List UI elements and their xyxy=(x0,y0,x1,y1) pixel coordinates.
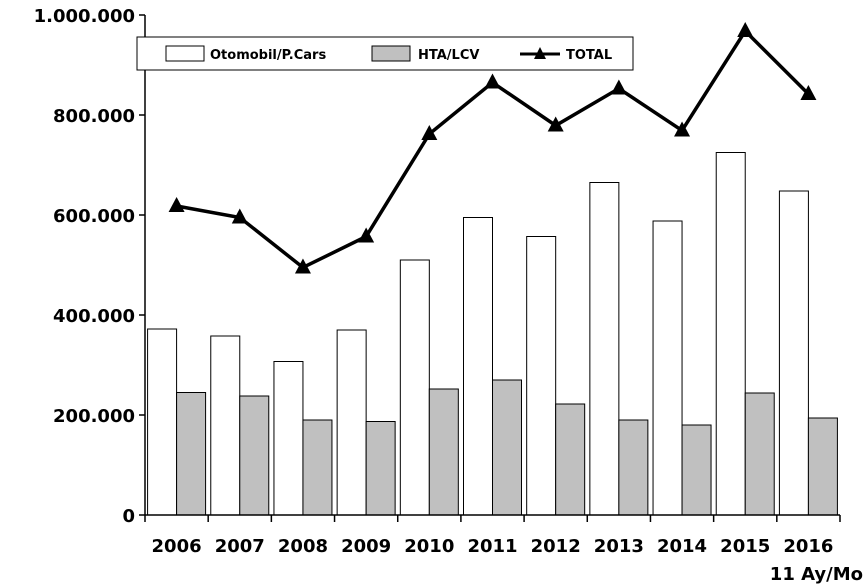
legend-label-cars: Otomobil/P.Cars xyxy=(210,48,326,63)
total-marker-2009 xyxy=(358,227,375,243)
legend-swatch-lcv xyxy=(371,45,411,62)
y-tick-label: 1.000.000 xyxy=(34,6,135,27)
total-line-group xyxy=(168,22,817,274)
bar-lcv-2010 xyxy=(428,388,459,516)
bar-cars-2009 xyxy=(336,329,367,516)
total-marker-2012 xyxy=(547,116,564,132)
legend-label-lcv: HTA/LCV xyxy=(418,48,479,63)
bar-lcv-2006 xyxy=(176,392,207,516)
bar-lcv-2016 xyxy=(807,417,838,516)
bar-lcv-2013 xyxy=(618,419,649,516)
total-marker-2007 xyxy=(231,208,248,224)
x-tick-label: 2007 xyxy=(215,536,265,557)
y-tick-label: 400.000 xyxy=(53,306,135,327)
total-marker-2014 xyxy=(674,121,691,137)
bar-cars-2010 xyxy=(399,259,430,516)
x-tick-label: 2011 xyxy=(467,536,517,557)
bar-lcv-2007 xyxy=(239,395,270,516)
total-marker-2016 xyxy=(800,85,817,100)
bar-cars-2006 xyxy=(147,328,178,516)
x-tick-label: 2009 xyxy=(341,536,391,557)
bar-cars-2013 xyxy=(589,182,620,516)
bar-cars-2012 xyxy=(526,236,557,516)
bar-lcv-2008 xyxy=(302,419,333,516)
y-tick-label: 0 xyxy=(122,506,135,527)
bar-lcv-2015 xyxy=(744,392,775,516)
bar-cars-2016 xyxy=(778,190,809,516)
bar-lcv-2014 xyxy=(681,424,712,516)
bar-cars-2015 xyxy=(715,152,746,516)
x-tick-label: 2008 xyxy=(278,536,328,557)
y-tick-label: 800.000 xyxy=(53,106,135,127)
legend-swatch-cars xyxy=(165,45,205,62)
bar-cars-2008 xyxy=(273,361,304,516)
bar-lcv-2011 xyxy=(492,379,522,516)
bar-cars-2011 xyxy=(463,217,493,516)
legend-label-total: TOTAL xyxy=(566,48,612,63)
x-tick-label: 2015 xyxy=(720,536,770,557)
total-marker-2006 xyxy=(168,197,185,212)
bar-lcv-2012 xyxy=(555,403,586,516)
bar-cars-2007 xyxy=(210,335,241,516)
total-marker-2008 xyxy=(294,258,311,274)
legend: Otomobil/P.Cars HTA/LCV TOTAL xyxy=(136,36,634,71)
y-tick-label: 600.000 xyxy=(53,206,135,227)
axes-group: 0 200.000 400.000 600.000 800.000 1.000.000 20… xyxy=(34,6,841,557)
x-tick-label: 2016 xyxy=(783,536,833,557)
total-marker-2011 xyxy=(484,73,501,89)
bar-lcv-2009 xyxy=(365,421,396,516)
total-marker-2015 xyxy=(737,22,754,37)
bar-cars-2014 xyxy=(652,220,683,516)
x-tick-label: 2013 xyxy=(594,536,644,557)
x-tick-label: 2014 xyxy=(657,536,707,557)
legend-swatch-total-marker xyxy=(534,47,546,59)
x-tick-label: 2006 xyxy=(152,536,202,557)
y-tick-label: 200.000 xyxy=(53,406,135,427)
x-tick-label: 2012 xyxy=(531,536,581,557)
x-tick-label: 2010 xyxy=(404,536,454,557)
x-axis-note: 11 Ay/Mo xyxy=(770,564,863,585)
total-marker-2010 xyxy=(421,125,438,140)
total-marker-2013 xyxy=(610,79,627,95)
bars-group xyxy=(147,152,838,516)
